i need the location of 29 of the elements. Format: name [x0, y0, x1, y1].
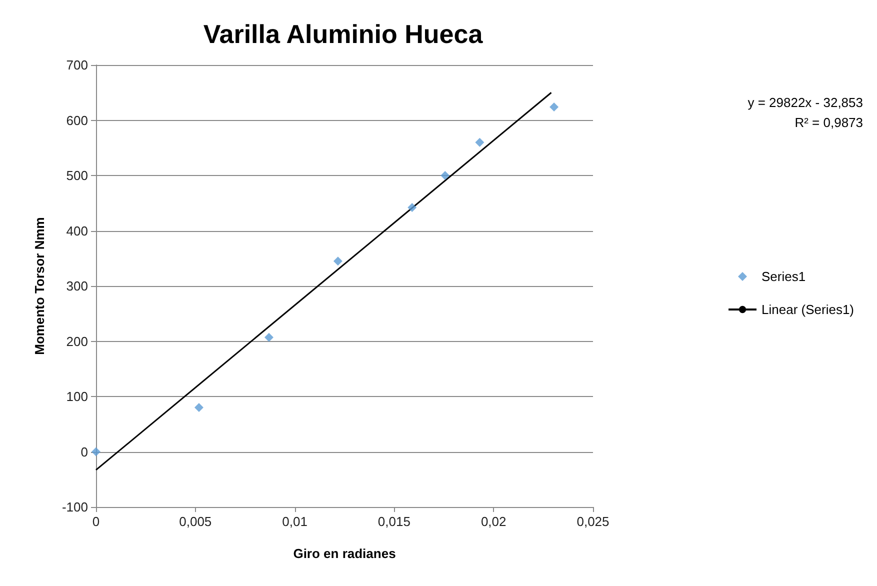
- chart-title: Varilla Aluminio Hueca: [203, 19, 484, 49]
- y-axis-title: Momento Torsor Nmm: [32, 217, 47, 355]
- y-tick-label: 500: [66, 168, 88, 183]
- point: [408, 203, 417, 212]
- x-tick-label: 0: [92, 514, 100, 529]
- y-tick-label: 0: [80, 444, 88, 460]
- text: y = 29822x - 32,853: [748, 95, 863, 110]
- point: [550, 102, 559, 112]
- y-tick-label: 200: [66, 334, 88, 349]
- point: [440, 171, 450, 180]
- y-tick-label: 700: [66, 58, 88, 72]
- point: [264, 332, 274, 342]
- x-tick-label: 0,015: [378, 514, 410, 529]
- point: [475, 138, 484, 147]
- point: [194, 403, 204, 412]
- y-tick-label: 100: [66, 389, 88, 404]
- y-tick-label: 400: [66, 223, 88, 238]
- point: [333, 256, 342, 266]
- legend-label: Linear (Series1): [762, 302, 854, 317]
- x-tick-label: 0,01: [282, 514, 308, 529]
- text: R² = 0,9873: [794, 115, 863, 130]
- y-tick-label: 600: [66, 112, 88, 128]
- y-tick-label: 300: [66, 278, 88, 294]
- legend-label: Series1: [762, 269, 806, 284]
- x-tick-label: 0,02: [480, 514, 506, 529]
- x-tick-label: 0,005: [179, 514, 212, 529]
- x-axis-title: Giro en radianes: [293, 546, 396, 561]
- y-tick-label: -100: [62, 500, 88, 514]
- x-tick-label: 0,025: [576, 514, 610, 529]
